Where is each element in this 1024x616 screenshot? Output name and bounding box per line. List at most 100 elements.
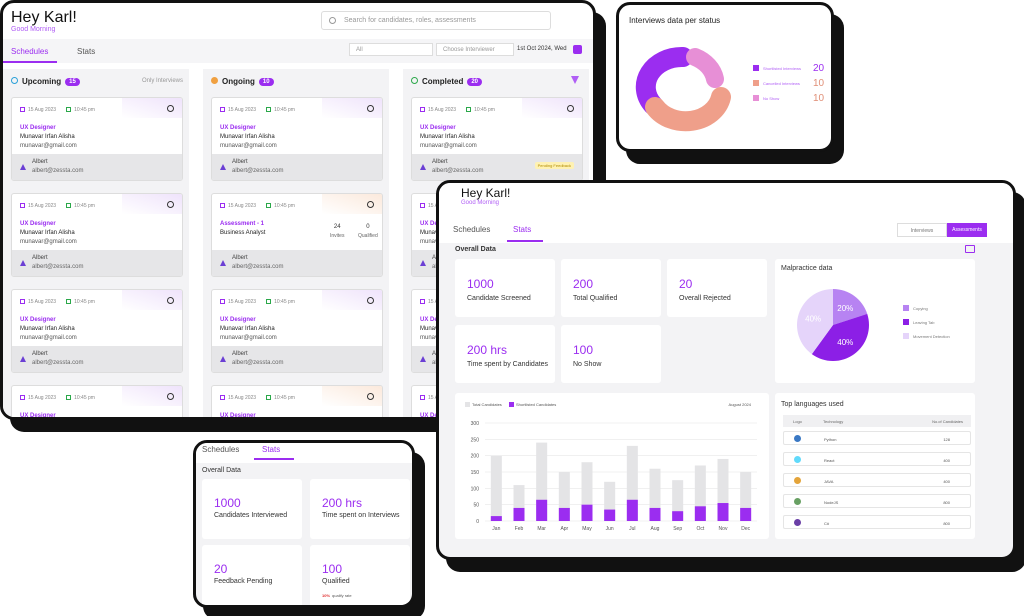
- overall-data-heading: Overall Data: [455, 246, 496, 253]
- card-date: 15 Aug 2023: [28, 107, 57, 113]
- card-role: UX Designer: [420, 125, 456, 131]
- pie-slice-label: 40%: [805, 315, 821, 324]
- card-role: UX Designer: [20, 221, 56, 227]
- open-arrow-icon[interactable]: [567, 105, 574, 112]
- upcoming-icon: [11, 77, 18, 84]
- candidate-email: munavar@gmail.com: [20, 143, 77, 149]
- kpi-value: 100: [322, 562, 343, 576]
- bar-total: [558, 472, 570, 521]
- stats-subgreeting: Good Morning: [461, 200, 500, 206]
- card-meta: 15 Aug 2023 10:45 pm: [20, 395, 95, 401]
- card-date: 15 Aug 2023: [228, 395, 257, 401]
- clock-icon: [66, 107, 72, 112]
- bar-legend-item: Total Candidates: [465, 402, 502, 407]
- open-arrow-icon[interactable]: [367, 105, 374, 112]
- interviewer-name: Albert: [232, 255, 248, 261]
- tab-stats[interactable]: Stats: [77, 47, 96, 56]
- bar-shortlisted: [740, 507, 752, 521]
- open-arrow-icon[interactable]: [367, 393, 374, 400]
- bar-shortlisted: [694, 506, 706, 521]
- card-meta: 15 Aug 2023 10:45 pm: [220, 203, 295, 209]
- candidate-name: Munavar Irfan Alisha: [20, 230, 75, 236]
- assessment-card[interactable]: 15 Aug 2023 10:45 pm Assessment - 1 Busines…: [211, 193, 383, 277]
- cancelled-arc: [645, 87, 731, 132]
- only-interviews-toggle[interactable]: Only Interviews: [141, 78, 183, 84]
- interviewer-email: albert@zessta.com: [432, 168, 484, 174]
- open-arrow-icon[interactable]: [167, 201, 174, 208]
- card-date: 15 Aug 2023: [28, 395, 57, 401]
- clock-icon: [466, 107, 472, 112]
- filter-icon[interactable]: [571, 76, 579, 84]
- card-time: 10:45 pm: [274, 395, 295, 401]
- open-arrow-icon[interactable]: [167, 105, 174, 112]
- open-arrow-icon[interactable]: [367, 201, 374, 208]
- small-stats-window: Schedules Stats Overall Data 1000 Candida…: [193, 440, 415, 608]
- language-logo-icon: [794, 477, 801, 484]
- active-tab-indicator: [3, 61, 57, 63]
- candidate-email: munavar@gmail.com: [220, 335, 277, 341]
- open-arrow-icon[interactable]: [167, 393, 174, 400]
- subgreeting: Good Morning: [11, 26, 56, 33]
- calendar-icon: [220, 395, 225, 400]
- candidate-email: munavar@gmail.com: [420, 143, 477, 149]
- kpi-label: Candidates Interviewed: [214, 512, 288, 519]
- bar-shortlisted: [513, 507, 525, 521]
- malpractice-legend-item: Copying: [903, 305, 928, 311]
- card-meta: 15 Aug 2023 10:45 pm: [220, 395, 295, 401]
- card-meta: 15 Aug 2023 10:45 pm: [220, 107, 295, 113]
- interviewer-avatar-icon: [420, 164, 426, 170]
- calendar-icon: [420, 395, 425, 400]
- tab-stats[interactable]: Stats: [262, 445, 281, 454]
- languages-panel: Top languages used Logo Technology No.of…: [775, 393, 975, 539]
- kpi-value: 200 hrs: [467, 343, 508, 357]
- open-arrow-icon[interactable]: [167, 297, 174, 304]
- calendar-icon: [20, 107, 25, 112]
- interviewer-avatar-icon: [220, 164, 226, 170]
- completed-count-badge: 20: [467, 78, 483, 86]
- card-accent: [322, 290, 382, 310]
- tab-schedules[interactable]: Schedules: [202, 445, 240, 454]
- interviews-toggle[interactable]: Interviews: [897, 223, 947, 237]
- export-icon[interactable]: [965, 245, 975, 253]
- clock-icon: [66, 299, 72, 304]
- no-show-arc: [686, 48, 724, 88]
- card-role: UX Designer: [220, 317, 256, 323]
- language-logo-icon: [794, 435, 801, 442]
- interviewer-avatar-icon: [220, 356, 226, 362]
- search-input[interactable]: Search for candidates, roles, assessment…: [321, 11, 551, 30]
- tab-schedules[interactable]: Schedules: [453, 225, 491, 234]
- open-arrow-icon[interactable]: [367, 297, 374, 304]
- bar-shortlisted: [626, 499, 638, 521]
- legend-swatch: [753, 65, 759, 71]
- assessments-toggle[interactable]: Assessments: [947, 223, 987, 237]
- tab-schedules[interactable]: Schedules: [11, 47, 49, 56]
- schedules-window: Hey Karl! Good Morning Search for candid…: [0, 0, 596, 420]
- interviewer-name: Albert: [32, 351, 48, 357]
- calendar-icon[interactable]: [573, 45, 582, 54]
- card-interviewer: Albert albert@zessta.com: [212, 154, 382, 180]
- kpi-card: 20 Overall Rejected: [667, 259, 767, 317]
- legend-label: Shortlisted Candidates: [516, 402, 557, 407]
- kpi-label: Total Qualified: [573, 295, 618, 302]
- interviewer-select[interactable]: Choose Interviewer: [436, 43, 514, 56]
- card-time: 10:45 pm: [74, 395, 95, 401]
- stats-greeting: Hey Karl!: [461, 186, 511, 200]
- status-filter-select[interactable]: All: [349, 43, 433, 56]
- calendar-icon: [420, 107, 425, 112]
- kpi-label: Time spent on Interviews: [322, 512, 400, 519]
- overall-data-heading: Overall Data: [202, 467, 241, 474]
- card-time: 10:45 pm: [274, 203, 295, 209]
- tab-stats[interactable]: Stats: [513, 225, 532, 234]
- candidate-name: Munavar Irfan Alisha: [220, 134, 275, 140]
- kpi-card: 100 Qualified 10% qualify rate: [310, 545, 410, 605]
- bar-total: [490, 455, 502, 521]
- calendar-icon: [220, 299, 225, 304]
